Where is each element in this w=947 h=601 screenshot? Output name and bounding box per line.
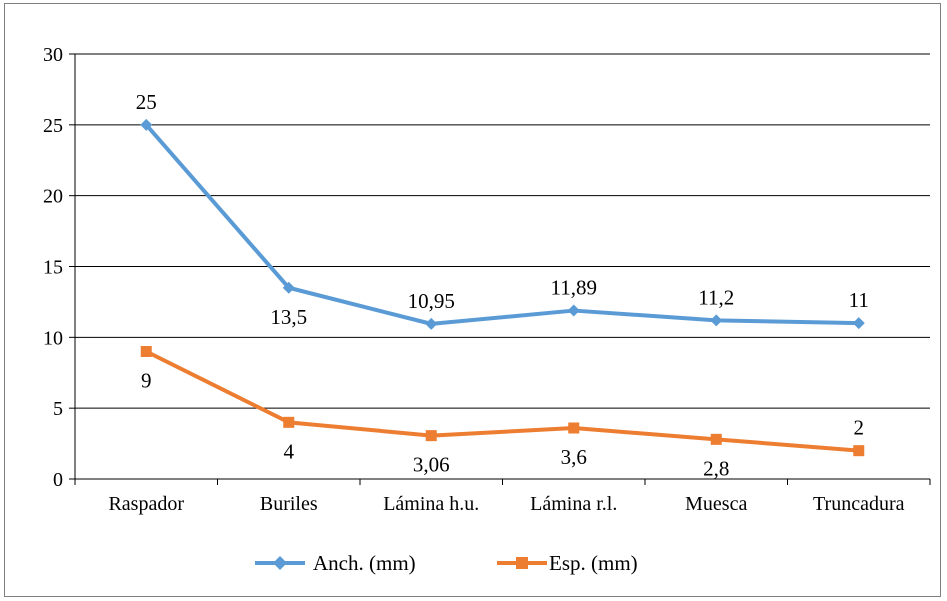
data-label-1-0: 9 [141, 369, 152, 393]
gridlines [75, 53, 930, 480]
data-labels: 25 13,5 10,95 11,89 11,2 11 9 4 3,06 3,6 2,8 2 [136, 90, 869, 481]
legend-label-anch: Anch. (mm) [313, 551, 416, 575]
series-0-point-4 [710, 314, 723, 327]
series-0-point-2 [425, 317, 438, 330]
data-label-0-5: 11 [849, 288, 869, 312]
data-label-1-3: 3,6 [561, 445, 587, 469]
y-tick-label-20: 20 [43, 186, 63, 208]
series-0-point-3 [567, 304, 580, 317]
y-tick-label-25: 25 [43, 115, 63, 137]
series-0-point-0 [140, 118, 153, 131]
data-label-0-3: 11,89 [551, 276, 597, 300]
series-0-point-1 [282, 281, 295, 294]
y-axis: 0 5 10 15 20 25 30 [43, 44, 76, 491]
series-line-0 [144, 122, 861, 326]
x-axis: Raspador Buriles Lámina h.u. Lámina r.l. Mue… [74, 479, 931, 515]
legend-item-anch: Anch. (mm) [255, 551, 416, 575]
x-tick-label-0: Raspador [108, 493, 184, 515]
x-tick-label-1: Buriles [260, 493, 318, 515]
series-1-point-5 [853, 445, 865, 457]
data-label-1-1: 4 [284, 439, 295, 463]
y-tick-label-10: 10 [43, 327, 63, 349]
data-label-1-2: 3,06 [413, 453, 450, 477]
series-1-point-2 [425, 430, 437, 442]
legend-label-esp: Esp. (mm) [549, 551, 638, 575]
series-1-point-0 [140, 346, 152, 357]
series-1-point-4 [710, 433, 722, 445]
legend-item-esp: Esp. (mm) [497, 551, 638, 575]
series-layer [140, 118, 865, 457]
x-tick-label-4: Muesca [685, 493, 747, 515]
x-tick-label-5: Truncadura [813, 493, 905, 515]
data-label-1-5: 2 [854, 416, 865, 440]
legend-marker-anch [273, 556, 287, 570]
legend-marker-esp [516, 557, 528, 569]
data-label-0-2: 10,95 [408, 289, 455, 313]
y-tick-label-30: 30 [43, 44, 63, 66]
series-1-point-1 [283, 416, 295, 428]
data-label-0-0: 25 [136, 90, 157, 114]
data-label-1-4: 2,8 [703, 456, 729, 480]
data-label-0-1: 13,5 [270, 305, 307, 329]
chart-frame [4, 3, 941, 597]
series-0-point-5 [852, 317, 865, 330]
y-tick-label-15: 15 [43, 257, 63, 279]
x-tick-label-2: Lámina h.u. [383, 493, 479, 515]
y-tick-label-5: 5 [53, 398, 63, 420]
x-tick-label-3: Lámina r.l. [530, 493, 617, 515]
y-tick-label-0: 0 [53, 469, 63, 491]
series-1-point-3 [568, 422, 580, 434]
legend: Anch. (mm) Esp. (mm) [255, 551, 638, 575]
series-line-1 [144, 349, 861, 453]
data-label-0-4: 11,2 [698, 285, 734, 309]
